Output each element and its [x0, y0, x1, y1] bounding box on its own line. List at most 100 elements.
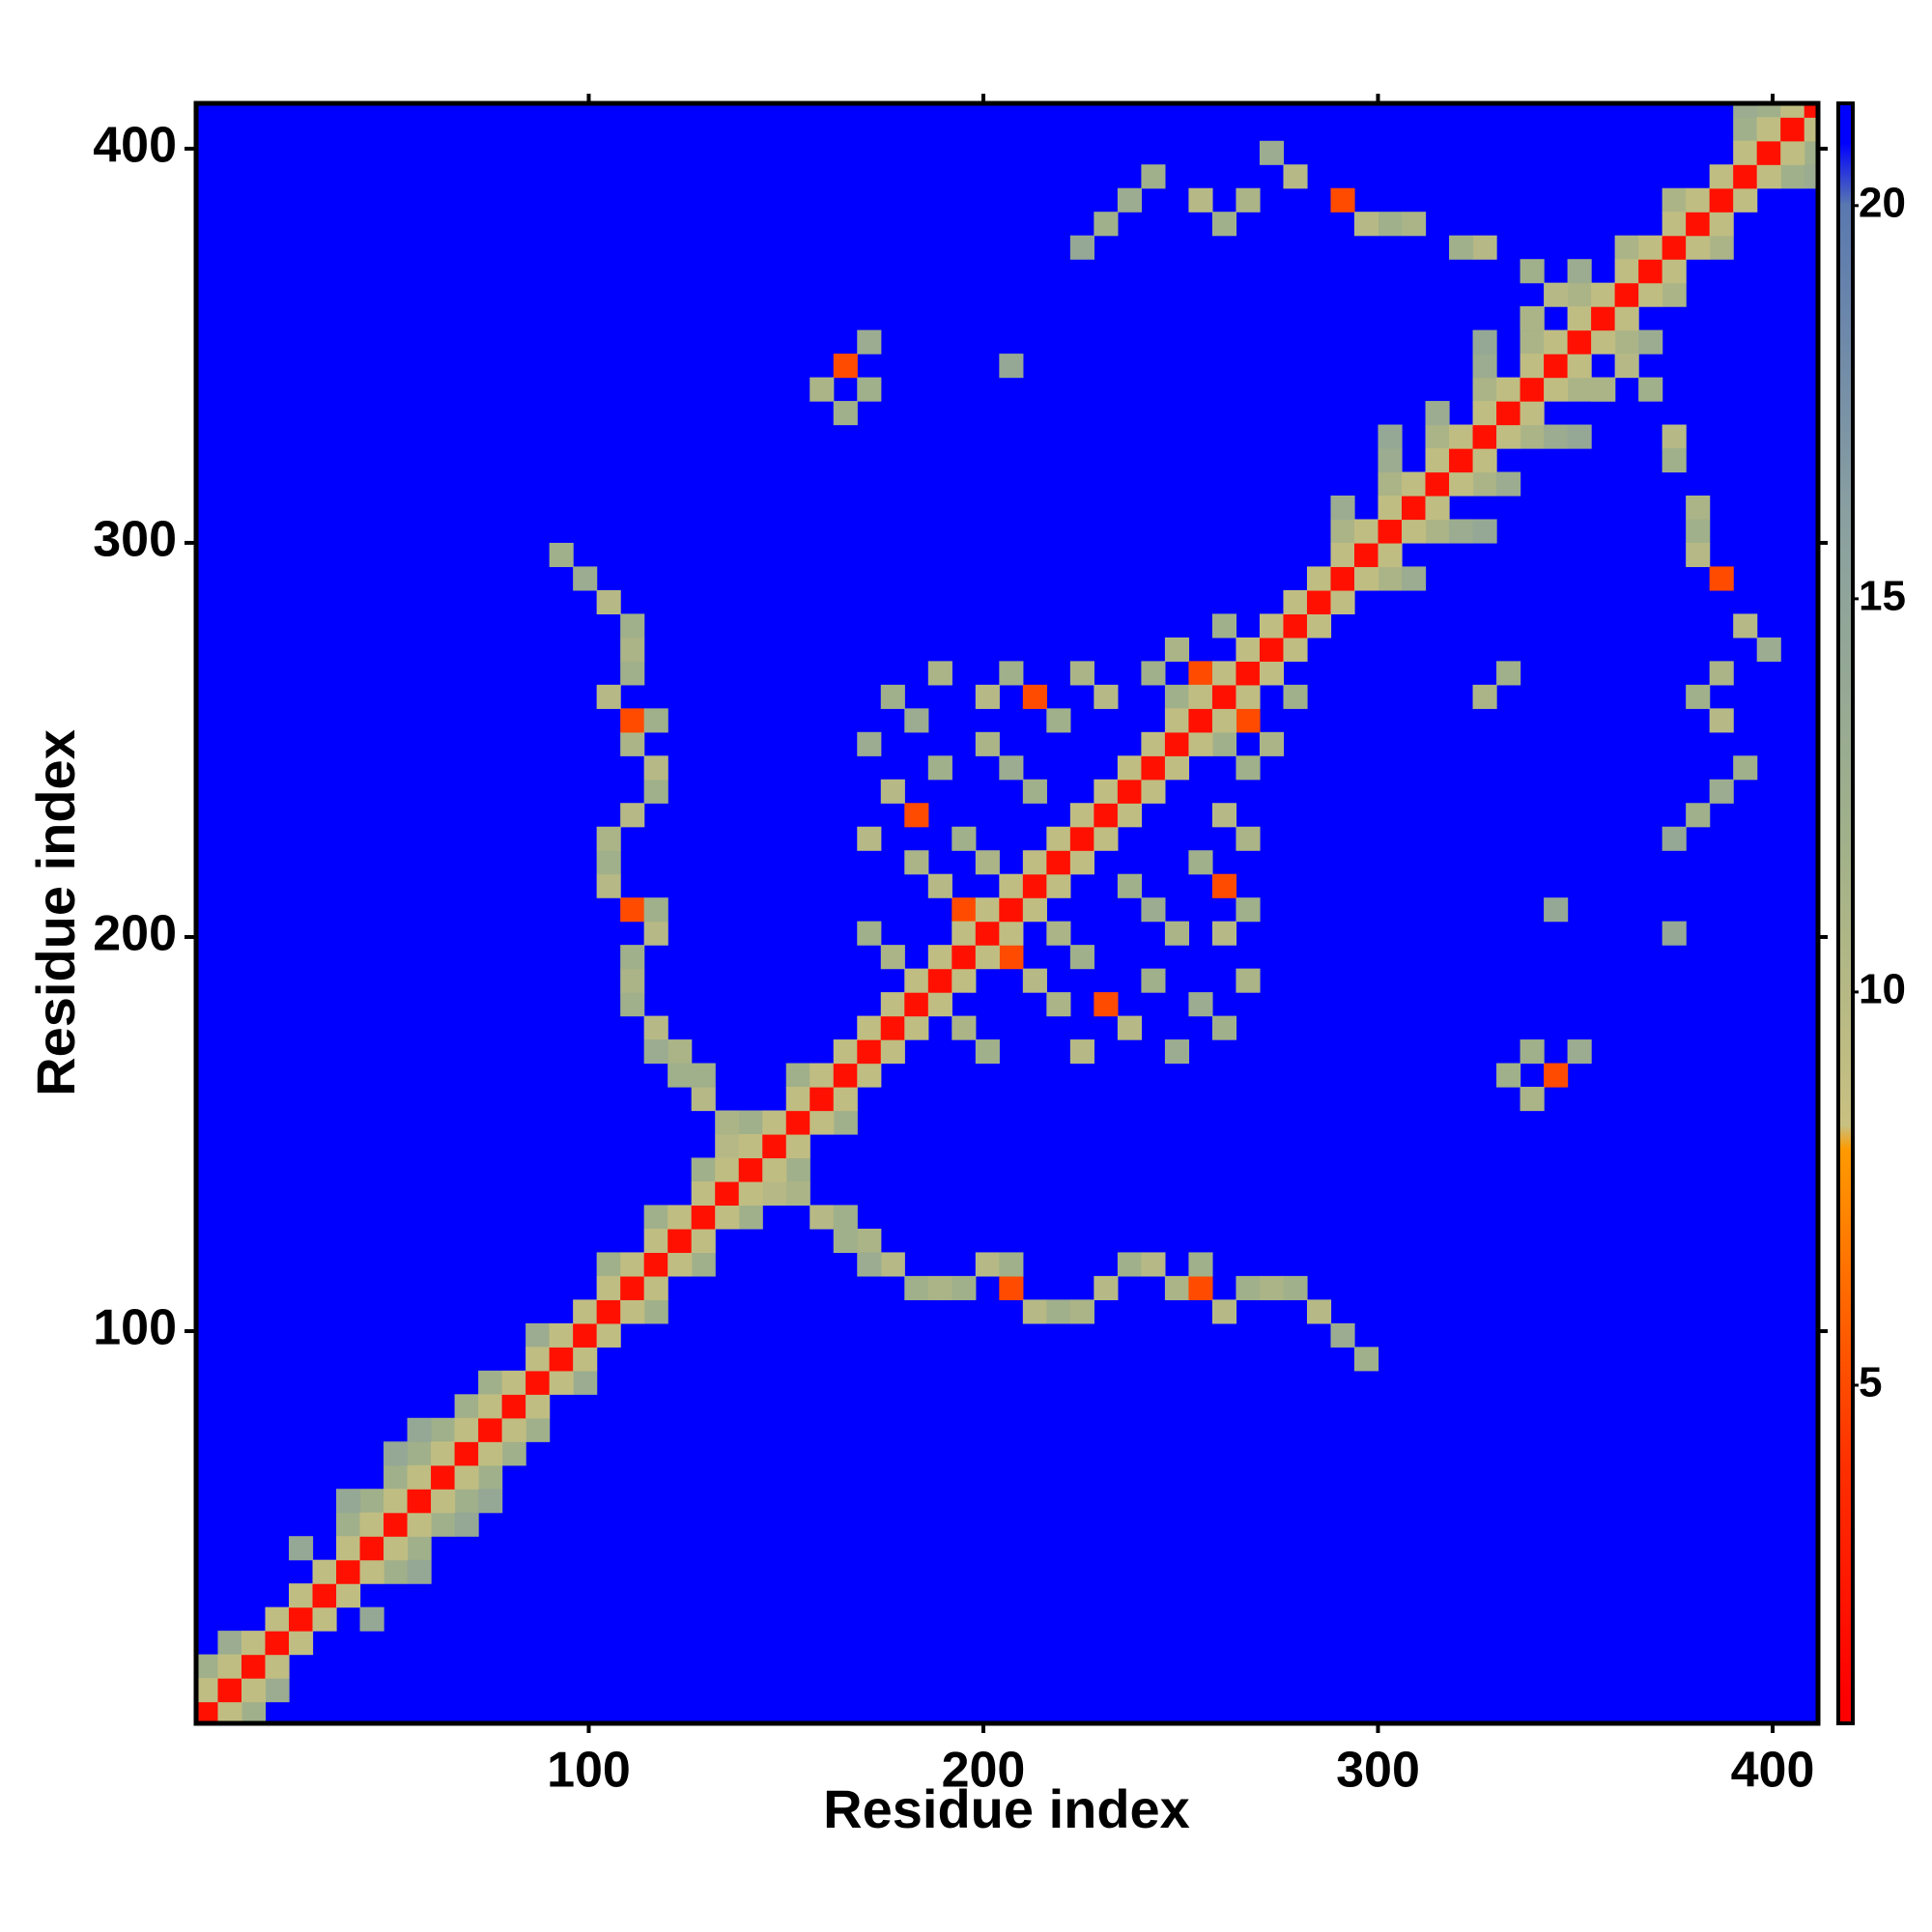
heatmap-cell [620, 945, 645, 970]
heatmap-cell [762, 1133, 787, 1159]
heatmap-cell [715, 1110, 740, 1135]
heatmap-cell [454, 1489, 479, 1514]
heatmap-cell [1259, 637, 1285, 662]
heatmap-cell [1686, 495, 1711, 521]
heatmap-cell [880, 992, 905, 1017]
heatmap-cell [620, 637, 645, 662]
heatmap-cell [999, 755, 1024, 781]
heatmap-cell [1780, 164, 1805, 189]
heatmap-cell [1496, 377, 1521, 402]
heatmap-cell [573, 1299, 598, 1324]
heatmap-cell [196, 1654, 219, 1679]
heatmap-cell [1520, 1039, 1545, 1065]
heatmap-cell [1211, 661, 1237, 686]
heatmap-cell [1425, 448, 1450, 473]
heatmap-cell [833, 1205, 858, 1230]
heatmap-cell [880, 684, 905, 709]
heatmap-cell [999, 1275, 1024, 1300]
heatmap-cell [1188, 992, 1213, 1017]
heatmap-cell [620, 661, 645, 686]
heatmap-cell [336, 1559, 361, 1584]
heatmap-cell [668, 1252, 693, 1277]
heatmap-cell [1330, 542, 1355, 568]
heatmap-cell [1686, 519, 1711, 544]
y-tick-label: 200 [93, 906, 177, 962]
heatmap-cell [620, 992, 645, 1017]
heatmap-cell [1567, 424, 1592, 449]
heatmap-cell [1211, 803, 1237, 828]
heatmap-cell [1378, 542, 1403, 568]
heatmap-cell [336, 1512, 361, 1537]
heatmap-cell [1544, 282, 1569, 307]
heatmap-cell [1094, 826, 1119, 851]
heatmap-cell [217, 1678, 242, 1703]
heatmap-cell [975, 850, 1000, 875]
heatmap-cell [738, 1157, 763, 1182]
heatmap-cell [975, 921, 1000, 946]
heatmap-cell [833, 1039, 858, 1065]
heatmap-cell [1733, 187, 1758, 213]
heatmap-cell [1709, 235, 1734, 260]
heatmap-cell [1496, 401, 1521, 426]
heatmap-cell [1614, 282, 1639, 307]
heatmap-cell [1236, 755, 1261, 781]
heatmap-cell [501, 1417, 526, 1442]
heatmap-cell [1164, 755, 1190, 781]
heatmap-cell [196, 1701, 219, 1723]
heatmap-cell [975, 897, 1000, 923]
heatmap-cell [1069, 235, 1094, 260]
y-tick-label: 100 [93, 1300, 177, 1356]
heatmap-cell [810, 1063, 835, 1088]
colorbar [1836, 101, 1855, 1725]
heatmap-cell [880, 1015, 905, 1040]
heatmap-cell [999, 897, 1024, 923]
heatmap-cell [1188, 1275, 1213, 1300]
heatmap-cell [1733, 103, 1758, 118]
heatmap-cell [1330, 589, 1355, 614]
heatmap-cell [1472, 354, 1497, 379]
heatmap-cell [1188, 187, 1213, 213]
heatmap-cell [596, 873, 621, 898]
heatmap-cell [691, 1205, 716, 1230]
heatmap-cell [1306, 566, 1332, 591]
heatmap-cell [265, 1631, 290, 1656]
heatmap-cell [1164, 708, 1190, 733]
heatmap-cell [762, 1180, 787, 1207]
heatmap-cell [975, 1252, 1000, 1277]
heatmap-cell [1567, 259, 1592, 284]
heatmap-cell [810, 1110, 835, 1135]
heatmap-cell [1662, 259, 1687, 284]
heatmap-cell [810, 1205, 835, 1230]
heatmap-cell [833, 354, 858, 379]
heatmap-cell [1378, 424, 1403, 449]
heatmap-cell [1756, 140, 1781, 165]
heatmap-cell [1094, 212, 1119, 237]
heatmap-cell [785, 1110, 810, 1135]
heatmap-cell [359, 1512, 384, 1537]
heatmap-cell [1022, 968, 1047, 993]
heatmap-cell [596, 1252, 621, 1277]
heatmap-cell [643, 897, 668, 923]
heatmap-cell [1544, 329, 1569, 355]
heatmap-cell [1046, 708, 1071, 733]
heatmap-cell [1259, 661, 1285, 686]
heatmap-cell [1330, 519, 1355, 544]
heatmap-cell [1046, 850, 1071, 875]
heatmap-cell [1330, 187, 1355, 213]
heatmap-cell [431, 1464, 456, 1490]
heatmap-cell [478, 1394, 503, 1419]
heatmap-cell [1733, 164, 1758, 189]
axes: 100 200 300 400 100 200 300 400 5 10 15 20 [93, 94, 1906, 1799]
heatmap-cell [1094, 992, 1119, 1017]
heatmap-cell [833, 401, 858, 426]
heatmap-cell [1022, 897, 1047, 923]
heatmap-cell [715, 1157, 740, 1182]
heatmap-cell [1709, 187, 1734, 213]
plot-frame [193, 100, 1821, 1726]
heatmap-cell [1094, 803, 1119, 828]
heatmap-cell [1164, 684, 1190, 709]
heatmap-cell [1425, 401, 1450, 426]
heatmap-cell [549, 1347, 574, 1372]
x-tick-label: 300 [1336, 1743, 1420, 1799]
